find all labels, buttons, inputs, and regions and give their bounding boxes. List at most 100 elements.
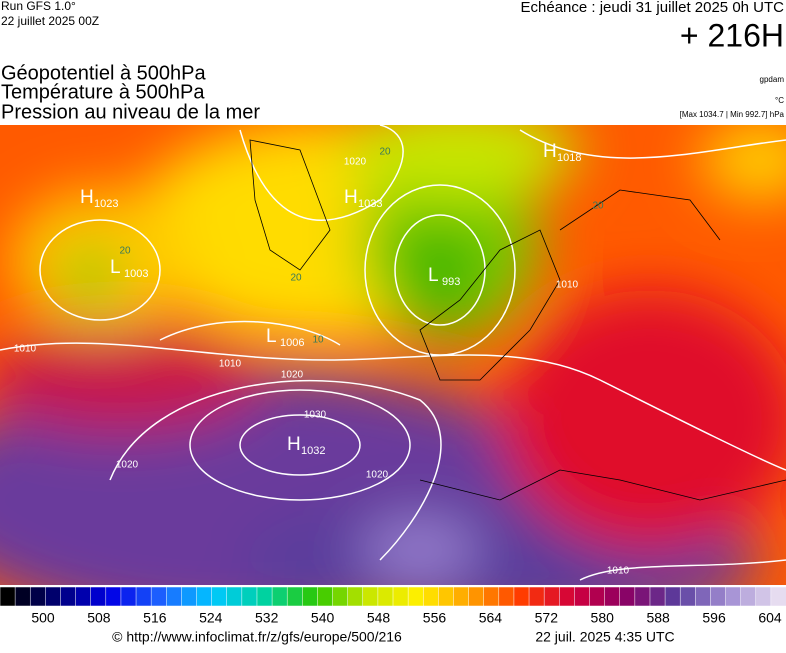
colorbar-tick-label: 580 — [591, 610, 615, 626]
colorbar-swatch — [29, 586, 47, 607]
pressure-center-value: 993 — [442, 276, 460, 288]
colorbar-swatch — [377, 586, 394, 607]
isobars — [0, 125, 786, 581]
colorbar-swatch — [226, 586, 243, 607]
field-shading — [0, 125, 786, 585]
isobar-label: 1030 — [304, 410, 327, 421]
colorbar-swatch — [286, 586, 304, 607]
colorbar-swatch — [211, 586, 228, 607]
colorbar-swatch — [241, 586, 258, 607]
colorbar-swatch — [422, 586, 440, 607]
run-date: 22 juillet 2025 00Z — [1, 14, 99, 28]
colorbar-swatch — [755, 586, 772, 607]
valid-time: Echéance : jeudi 31 juillet 2025 0h UTC — [521, 0, 785, 16]
colorbar-swatch — [90, 586, 107, 607]
colorbar-swatch — [619, 586, 636, 607]
colorbar-swatch — [105, 586, 122, 607]
colorbar-swatch — [256, 586, 273, 607]
colorbar-swatch — [589, 586, 606, 607]
field-title: Pression au niveau de la mer — [1, 101, 260, 123]
colorbar-tick-label: 596 — [702, 610, 726, 626]
run: Run GFS 1.0° — [1, 0, 76, 13]
colorbar-tick-label: 500 — [31, 610, 55, 626]
colorbar-swatch — [695, 586, 712, 607]
colorbar-tick-label: 508 — [87, 610, 111, 626]
pressure-center-value: 1006 — [280, 337, 304, 349]
pressure-center-value: 1033 — [358, 198, 382, 210]
colorbar-tick-label: 524 — [199, 610, 223, 626]
temperature-label: 20 — [592, 201, 604, 212]
colorbar-swatch — [528, 586, 545, 607]
isobar-label: 1020 — [344, 157, 367, 168]
colorbar-tick-label: 516 — [143, 610, 167, 626]
lead-time: + 216H — [680, 17, 784, 53]
pressure-center-value: 1032 — [301, 445, 325, 457]
colorbar-tick-label: 572 — [535, 610, 559, 626]
pressure-center-kind: H — [344, 187, 358, 208]
colorbar-swatch — [513, 586, 530, 607]
colorbar-swatch — [438, 586, 455, 607]
unit: °C — [775, 96, 784, 105]
colorbar-swatch — [196, 586, 213, 607]
colorbar: 500 508 516 524 532 540 548 556 564 572 580 588 596 6… — [0, 586, 786, 626]
colorbar-swatch — [770, 586, 786, 607]
colorbar-swatch — [166, 586, 183, 607]
field-title: Température à 500hPa — [1, 81, 205, 103]
source: © http://www.infoclimat.fr/z/gfs/europe/… — [112, 629, 402, 645]
colorbar-swatch — [362, 586, 379, 607]
temperature-label: 20 — [119, 246, 131, 257]
colorbar-swatch — [332, 586, 349, 607]
colorbar-swatch — [649, 586, 666, 607]
colorbar-swatch — [45, 586, 62, 607]
isobar-label: 1010 — [556, 280, 579, 291]
colorbar-swatch — [634, 586, 651, 607]
temperature-label: 20 — [290, 273, 302, 284]
colorbar-swatch — [0, 586, 16, 607]
isobar-label: 1010 — [14, 344, 37, 355]
isobar-label: 1020 — [116, 460, 139, 471]
colorbar-swatch — [317, 586, 334, 607]
colorbar-swatch — [559, 586, 576, 607]
colorbar-tick-label: 548 — [367, 610, 391, 626]
colorbar-swatch — [543, 586, 561, 607]
isobar-label: 1020 — [281, 370, 304, 381]
temperature-label: 10 — [312, 335, 324, 346]
colorbar-swatch — [468, 586, 485, 607]
colorbar-swatch — [392, 586, 409, 607]
colorbar-swatch — [498, 586, 515, 607]
pressure-center-kind: L — [428, 265, 439, 286]
colorbar-swatch — [407, 586, 424, 607]
colorbar-swatch — [271, 586, 288, 607]
colorbar-swatch — [120, 586, 137, 607]
colorbar-swatch — [150, 586, 168, 607]
colorbar-swatch — [483, 586, 500, 607]
colorbar-tick-label: 532 — [255, 610, 279, 626]
pressure-center-value: 1018 — [557, 152, 581, 164]
temperature-label: 20 — [379, 147, 391, 158]
colorbar-swatch — [347, 586, 364, 607]
pressure-center-kind: H — [543, 141, 557, 162]
pressure-center-kind: L — [110, 257, 121, 278]
isobar-label: 1020 — [366, 470, 389, 481]
generated-time: 22 juil. 2025 4:35 UTC — [535, 629, 674, 645]
colorbar-swatch — [60, 586, 77, 607]
colorbar-tick-label: 556 — [423, 610, 447, 626]
pressure-center-kind: H — [287, 434, 301, 455]
colorbar-swatch — [679, 586, 697, 607]
colorbar-swatch — [664, 586, 681, 607]
colorbar-swatch — [710, 586, 727, 607]
colorbar-swatch — [302, 586, 319, 607]
isobar-label: 1010 — [607, 566, 630, 577]
colorbar-swatch — [740, 586, 757, 607]
pressure-center-kind: L — [266, 326, 277, 347]
unit: gpdam — [760, 75, 785, 84]
colorbar-swatch — [75, 586, 92, 607]
colorbar-swatch — [181, 586, 198, 607]
pressure-center-value: 1003 — [124, 268, 148, 280]
colorbar-swatch — [135, 586, 152, 607]
colorbar-tick-label: 604 — [758, 610, 782, 626]
colorbar-swatch — [14, 586, 31, 607]
colorbar-tick-label: 588 — [646, 610, 670, 626]
colorbar-tick-label: 540 — [311, 610, 335, 626]
